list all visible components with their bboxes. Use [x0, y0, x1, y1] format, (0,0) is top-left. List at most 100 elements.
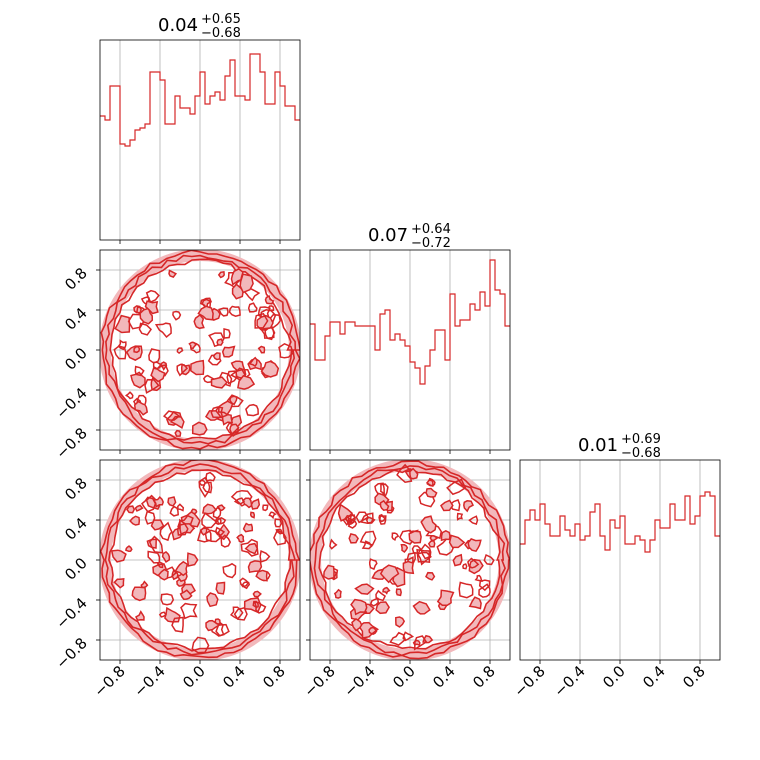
contour-blob [408, 530, 422, 544]
histogram-title-value-3: 0.01 [578, 435, 618, 456]
contour-outer-line [104, 463, 297, 656]
y-tick-label: 0.8 [61, 264, 91, 294]
contour-blob [239, 577, 250, 588]
contour-blob [220, 534, 232, 548]
contour-blob [416, 551, 432, 566]
contour-blob [329, 538, 338, 550]
contour-blob [130, 371, 146, 389]
contour-blob [240, 538, 259, 557]
contour-blob [440, 499, 454, 512]
y-tick-label: −0.4 [52, 384, 90, 422]
contour-blob [389, 631, 407, 646]
histogram-title-minus-3: −0.68 [621, 446, 661, 461]
contour-blob [391, 532, 400, 542]
contour-blob [440, 529, 451, 542]
contour-outer-line [313, 465, 506, 657]
contour-blob [144, 378, 160, 394]
contour-blob [236, 533, 245, 543]
contour-blob [463, 500, 474, 513]
contour-blob [179, 589, 193, 600]
contour-blob [380, 483, 389, 498]
histogram-title-plus-3: +0.69 [621, 432, 661, 447]
contour-blob [228, 395, 238, 406]
x-tick-label: 0.4 [429, 662, 459, 692]
histogram-panel-1 [99, 39, 301, 241]
contour-blob [126, 505, 136, 514]
contour-blob [382, 586, 391, 595]
contour-blob [214, 618, 221, 625]
contour-blob [375, 601, 390, 615]
contour-blob [399, 529, 417, 545]
contour-blob [144, 510, 156, 525]
contour-blob [216, 516, 227, 525]
contour-blob [468, 596, 482, 610]
contour-blob [205, 471, 216, 482]
contour-blob [262, 504, 269, 512]
contour-blob [425, 571, 436, 581]
y-tick-label: −0.8 [52, 634, 90, 672]
y-tick-label: 0.4 [61, 304, 91, 334]
contour-blob [436, 589, 455, 607]
contour-blob [125, 545, 133, 552]
contour-outer-line [104, 254, 297, 445]
contour-blob [215, 581, 226, 595]
contour-blob [368, 558, 378, 571]
contour-blob [134, 365, 145, 377]
contour-blob [249, 511, 256, 519]
histogram-title-minus-1: −0.68 [201, 26, 241, 41]
contour-blob [141, 496, 157, 513]
contour-blob [176, 347, 184, 354]
contour-blob [198, 476, 211, 498]
x-tick-label: 0.8 [259, 662, 289, 692]
contour-blob [402, 560, 415, 575]
contour-blob [456, 512, 464, 521]
contour-blob [124, 391, 134, 400]
contour-blob [129, 515, 141, 526]
contour-blob [125, 345, 143, 361]
contour-blob [223, 327, 231, 339]
x-tick-label: −0.4 [130, 662, 168, 700]
x-tick-label: 0.0 [389, 662, 419, 692]
contour-blob [237, 374, 256, 390]
contour-outer-line [318, 468, 501, 650]
contour-blob [350, 598, 368, 616]
contour-blob [242, 522, 254, 533]
contour-blob [140, 580, 149, 589]
contour-blob [210, 376, 228, 389]
contour-blob [462, 563, 468, 570]
contour-blob [188, 341, 197, 350]
contour-blob [133, 400, 149, 416]
contour-blob [113, 578, 125, 589]
contour-blob [241, 581, 251, 590]
contour-blob [268, 511, 277, 520]
contour-blob [247, 560, 263, 574]
histogram-title-plus-2: +0.64 [411, 222, 451, 237]
contour-blob [191, 421, 208, 436]
histogram-panel-2 [309, 249, 511, 451]
contour-blob [416, 548, 431, 564]
contour-blob [333, 588, 342, 599]
contour-blob [197, 305, 214, 321]
contour-blob [156, 561, 164, 569]
contour-blob [148, 535, 164, 554]
contour-blob [264, 295, 275, 305]
contour-blob [323, 564, 335, 580]
histogram-panel-3 [519, 459, 721, 661]
contour-blob [177, 503, 185, 512]
contour-blob [172, 310, 182, 321]
contour-blob [150, 519, 165, 531]
contour-blob [448, 534, 466, 549]
contour-blob [239, 273, 254, 294]
contour-blob [228, 305, 241, 317]
contour-blob [256, 314, 274, 331]
contour-blob [202, 503, 218, 515]
contour-blob [212, 506, 222, 519]
contour-blob [191, 636, 210, 654]
contour-blob [361, 540, 373, 550]
contour-blob [368, 626, 378, 636]
contour-blob [233, 497, 246, 505]
contour-blob [158, 611, 167, 618]
contour-blob [252, 590, 262, 598]
contour-outer-line [100, 460, 300, 659]
contour-outer-line [310, 460, 510, 660]
